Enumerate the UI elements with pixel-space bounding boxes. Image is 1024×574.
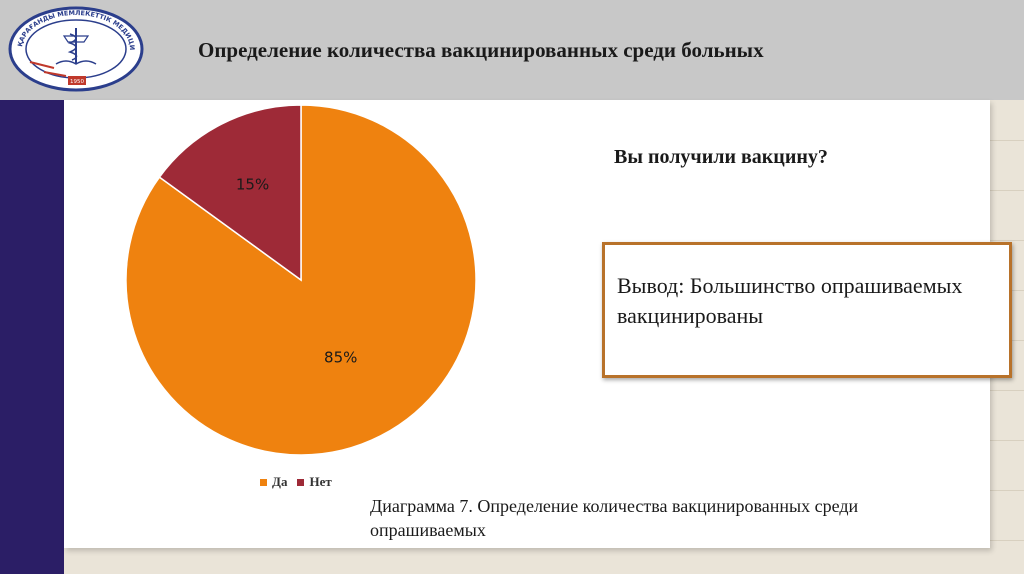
logo-year: 1950: [70, 79, 84, 85]
chart-caption: Диаграмма 7. Определение количества вакц…: [370, 496, 859, 540]
header-band: [0, 0, 1024, 100]
legend-label-no: Нет: [309, 474, 332, 489]
legend-label-yes: Да: [272, 474, 288, 489]
legend-item-no: Нет: [297, 474, 332, 490]
university-logo: ҚАРАҒАНДЫ МЕМЛЕКЕТТІК МЕДИЦИНА УНИВЕРСИТ…: [5, 0, 144, 92]
page-title: Определение количества вакцинированных с…: [198, 38, 764, 62]
bottom-decor-strip: [64, 548, 1024, 574]
legend-swatch-no: [297, 478, 305, 486]
legend-item-yes: Да: [260, 474, 287, 490]
legend-swatch-yes: [260, 478, 267, 486]
question-heading: Вы получили вакцину?: [614, 146, 828, 168]
pie-slice-no: [158, 104, 302, 282]
chart-legend: Да Нет: [260, 474, 332, 490]
conclusion-box: Вывод: Большинство опрашиваемых вакцинир…: [602, 242, 1012, 378]
conclusion-text: Вывод: Большинство опрашиваемых вакцинир…: [617, 273, 963, 328]
pie-label-no: 15%: [236, 175, 269, 193]
pie-label-yes: 85%: [324, 348, 357, 366]
